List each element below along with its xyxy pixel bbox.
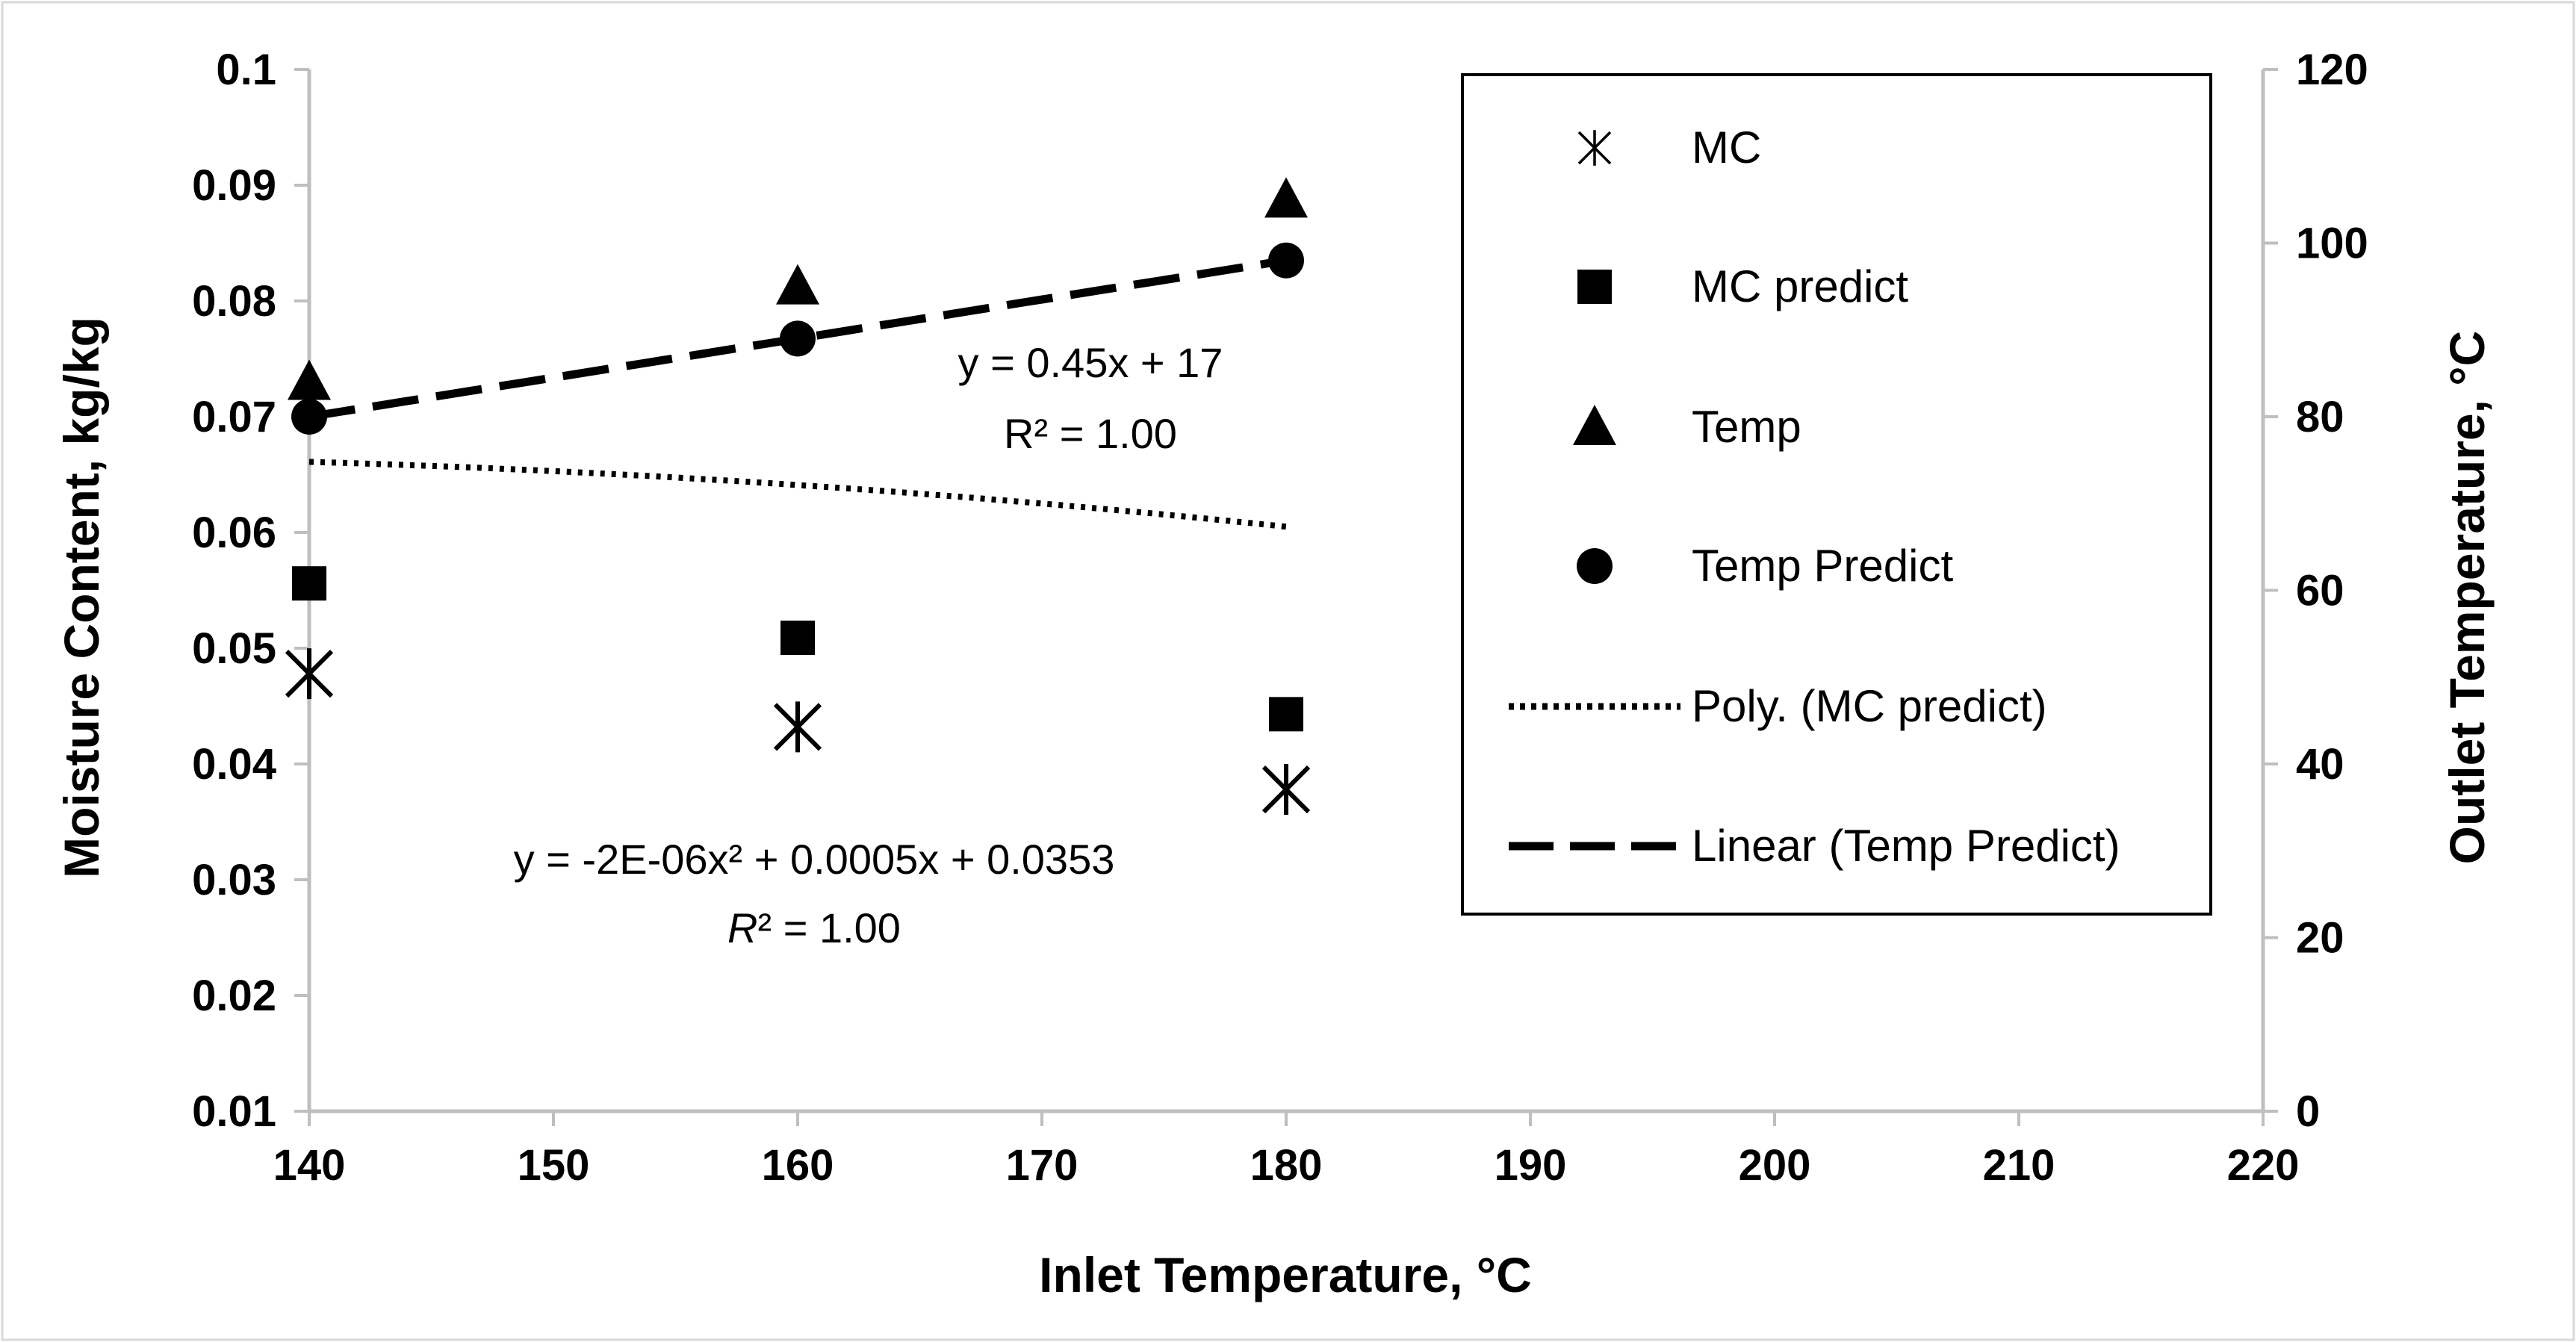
legend-circle-icon — [1577, 548, 1613, 584]
point-mc — [773, 701, 822, 753]
y-left-axis-title: Moisture Content, kg/kg — [54, 317, 109, 878]
legend-square-icon — [1577, 270, 1612, 304]
point-mc-predict-shape — [1269, 697, 1303, 732]
point-temp-predict — [291, 399, 327, 435]
y-right-tick-label: 0 — [2296, 1087, 2320, 1136]
y-left-tick-label: 0.04 — [192, 740, 276, 789]
legend-label-linear: Linear (Temp Predict) — [1692, 821, 2120, 871]
legend-triangle-icon — [1573, 405, 1616, 445]
y-left-tick-label: 0.06 — [192, 509, 276, 557]
legend-entry-temp-predict: Temp Predict — [1577, 541, 1953, 591]
y-left-tick-label: 0.02 — [192, 972, 276, 1020]
point-mc-predict — [1269, 697, 1303, 732]
y-right-tick-label: 80 — [2296, 393, 2344, 441]
point-temp-shape — [1264, 177, 1308, 218]
poly-r2-rest: ² = 1.00 — [757, 904, 900, 951]
linear-equation-label: y = 0.45x + 17 — [958, 339, 1223, 386]
point-temp-shape — [288, 359, 331, 400]
y-right-axis-title: Outlet Temperature, °C — [2439, 331, 2495, 865]
legend-entry-linear: Linear (Temp Predict) — [1509, 821, 2120, 871]
legend-marker — [1573, 405, 1616, 445]
x-tick-label: 140 — [273, 1141, 346, 1190]
legend-marker-shape — [1577, 270, 1612, 304]
legend-entry-temp: Temp — [1573, 402, 1801, 452]
legend-label-mc: MC — [1692, 122, 1761, 173]
x-tick-label: 210 — [1983, 1141, 2055, 1190]
point-temp-predict — [780, 320, 816, 357]
y-right-tick-label: 60 — [2296, 567, 2344, 615]
legend-marker — [1577, 270, 1612, 304]
x-tick-label: 180 — [1250, 1141, 1323, 1190]
point-temp — [776, 264, 819, 305]
legend-label-temp: Temp — [1692, 402, 1801, 452]
axes: 140 150 160 170 180 190 200 210 2200.010.020.030… — [192, 46, 2368, 1190]
legend: MC MC predict Temp Temp Predict Poly. (M… — [1461, 73, 2212, 916]
point-temp-predict-shape — [1268, 242, 1304, 279]
legend-entry-poly: Poly. (MC predict) — [1509, 681, 2047, 731]
point-mc-predict-shape — [780, 621, 815, 656]
point-temp-predict-shape — [291, 399, 327, 435]
legend-box — [1461, 73, 2212, 916]
poly-r2-italic: R — [727, 904, 757, 951]
legend-marker — [1577, 548, 1613, 584]
y-left-tick-label: 0.1 — [216, 46, 276, 94]
legend-marker-shape — [1577, 548, 1613, 584]
point-mc — [285, 648, 334, 700]
legend-marker — [1577, 130, 1612, 166]
y-right-tick-label: 40 — [2296, 740, 2344, 789]
point-mc-predict — [780, 621, 815, 656]
x-tick-label: 170 — [1006, 1141, 1078, 1190]
data-markers — [285, 177, 1311, 816]
y-left-tick-label: 0.01 — [192, 1087, 276, 1136]
point-mc-predict — [292, 566, 326, 601]
legend-marker-shape — [1573, 405, 1616, 445]
y-right-tick-label: 20 — [2296, 914, 2344, 963]
x-axis-title: Inlet Temperature, °C — [1039, 1247, 1532, 1302]
y-left-tick-label: 0.05 — [192, 624, 276, 673]
linear-r2-label: R² = 1.00 — [1004, 410, 1177, 457]
x-tick-label: 190 — [1495, 1141, 1567, 1190]
y-right-tick-label: 120 — [2296, 46, 2368, 94]
x-tick-label: 220 — [2227, 1141, 2300, 1190]
point-mc — [1261, 764, 1311, 816]
legend-label-temp-predict: Temp Predict — [1692, 541, 1953, 591]
point-temp — [1264, 177, 1308, 218]
poly-r2-label: R² = 1.00 — [727, 904, 901, 951]
y-left-tick-label: 0.07 — [192, 393, 276, 441]
y-left-tick-label: 0.09 — [192, 161, 276, 210]
point-temp-predict-shape — [780, 320, 816, 357]
point-temp-shape — [776, 264, 819, 305]
point-temp-predict — [1268, 242, 1304, 279]
x-tick-label: 160 — [762, 1141, 834, 1190]
y-left-tick-label: 0.03 — [192, 856, 276, 904]
legend-asterisk-icon — [1577, 130, 1612, 166]
legend-label-poly: Poly. (MC predict) — [1692, 681, 2047, 731]
x-tick-label: 150 — [518, 1141, 590, 1190]
legend-label-mc-predict: MC predict — [1692, 261, 1908, 311]
point-mc-predict-shape — [292, 566, 326, 601]
legend-entry-mc: MC — [1577, 122, 1761, 173]
legend-entry-mc-predict: MC predict — [1577, 261, 1908, 311]
poly-equation-label: y = -2E-06x² + 0.0005x + 0.0353 — [514, 836, 1115, 883]
y-right-tick-label: 100 — [2296, 220, 2368, 268]
point-temp — [288, 359, 331, 400]
x-tick-label: 200 — [1739, 1141, 1811, 1190]
y-left-tick-label: 0.08 — [192, 277, 276, 326]
